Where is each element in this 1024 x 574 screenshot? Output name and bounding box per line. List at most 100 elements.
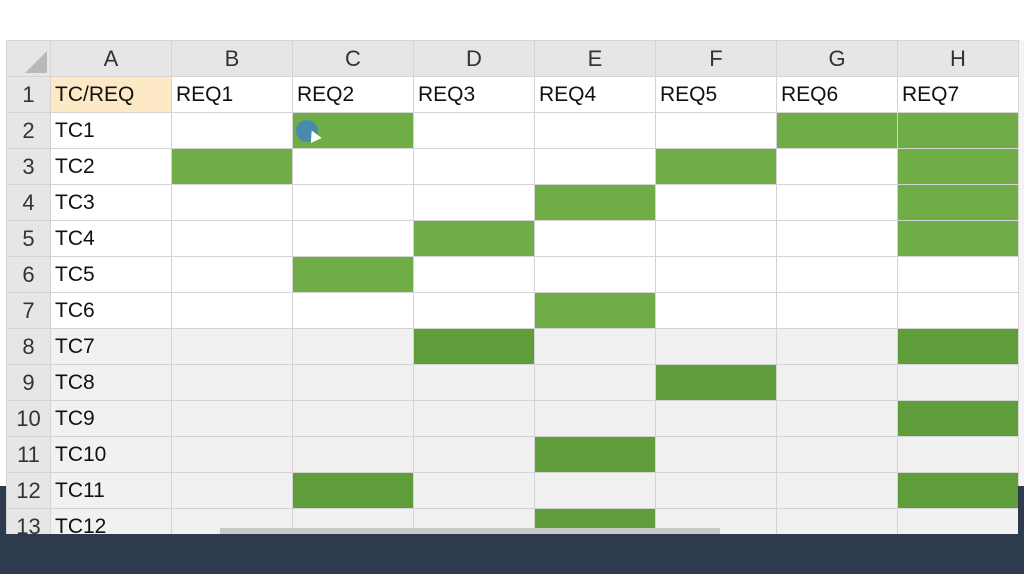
cell-test-case[interactable]: TC3 bbox=[50, 184, 172, 221]
cell-empty[interactable] bbox=[655, 292, 777, 329]
cell-empty[interactable] bbox=[534, 256, 656, 293]
cell-empty[interactable] bbox=[292, 220, 414, 257]
cell-empty[interactable] bbox=[776, 328, 898, 365]
cell-covered[interactable] bbox=[897, 220, 1019, 257]
cell-empty[interactable] bbox=[776, 472, 898, 509]
cell-empty[interactable] bbox=[534, 328, 656, 365]
row-header[interactable]: 11 bbox=[6, 436, 51, 473]
column-header-g[interactable]: G bbox=[776, 40, 898, 77]
cell-covered[interactable] bbox=[897, 148, 1019, 185]
cell-covered[interactable] bbox=[292, 472, 414, 509]
cell-empty[interactable] bbox=[534, 364, 656, 401]
row-header[interactable]: 7 bbox=[6, 292, 51, 329]
cell-empty[interactable] bbox=[171, 220, 293, 257]
cell-empty[interactable] bbox=[776, 256, 898, 293]
cell-covered[interactable] bbox=[171, 148, 293, 185]
cell-empty[interactable] bbox=[534, 148, 656, 185]
cell-req-header[interactable]: REQ3 bbox=[413, 76, 535, 113]
cell-empty[interactable] bbox=[776, 184, 898, 221]
cell-empty[interactable] bbox=[413, 112, 535, 149]
cell-covered[interactable] bbox=[534, 292, 656, 329]
cell-a1-tc-req[interactable]: TC/REQ bbox=[50, 76, 172, 113]
row-header[interactable]: 5 bbox=[6, 220, 51, 257]
cell-empty[interactable] bbox=[534, 400, 656, 437]
cell-req-header[interactable]: REQ2 bbox=[292, 76, 414, 113]
column-header-h[interactable]: H bbox=[897, 40, 1019, 77]
cell-empty[interactable] bbox=[413, 256, 535, 293]
cell-empty[interactable] bbox=[171, 472, 293, 509]
cell-test-case[interactable]: TC10 bbox=[50, 436, 172, 473]
cell-empty[interactable] bbox=[292, 364, 414, 401]
cell-test-case[interactable]: TC8 bbox=[50, 364, 172, 401]
cell-empty[interactable] bbox=[655, 256, 777, 293]
cell-empty[interactable] bbox=[655, 400, 777, 437]
cell-empty[interactable] bbox=[171, 292, 293, 329]
row-header[interactable]: 9 bbox=[6, 364, 51, 401]
cell-empty[interactable] bbox=[413, 436, 535, 473]
cell-empty[interactable] bbox=[292, 328, 414, 365]
spreadsheet-grid[interactable]: A B C D E F G H 1 TC/REQ REQ1 REQ2 REQ3 REQ4 R… bbox=[6, 40, 1024, 534]
row-header[interactable]: 10 bbox=[6, 400, 51, 437]
column-header-a[interactable]: A bbox=[50, 40, 172, 77]
cell-empty[interactable] bbox=[655, 472, 777, 509]
cell-test-case[interactable]: TC1 bbox=[50, 112, 172, 149]
cell-empty[interactable] bbox=[655, 436, 777, 473]
cell-empty[interactable] bbox=[776, 400, 898, 437]
cell-empty[interactable] bbox=[171, 184, 293, 221]
row-header[interactable]: 8 bbox=[6, 328, 51, 365]
cell-covered[interactable] bbox=[534, 436, 656, 473]
cell-empty[interactable] bbox=[776, 436, 898, 473]
cell-empty[interactable] bbox=[655, 184, 777, 221]
cell-empty[interactable] bbox=[413, 364, 535, 401]
cell-empty[interactable] bbox=[655, 220, 777, 257]
cell-empty[interactable] bbox=[897, 436, 1019, 473]
cell-empty[interactable] bbox=[292, 184, 414, 221]
row-header[interactable]: 3 bbox=[6, 148, 51, 185]
cell-test-case[interactable]: TC7 bbox=[50, 328, 172, 365]
cell-test-case[interactable]: TC12 bbox=[50, 508, 172, 534]
cell-empty[interactable] bbox=[413, 472, 535, 509]
cell-empty[interactable] bbox=[534, 112, 656, 149]
cell-empty[interactable] bbox=[776, 508, 898, 534]
cell-empty[interactable] bbox=[534, 220, 656, 257]
column-header-f[interactable]: F bbox=[655, 40, 777, 77]
cell-empty[interactable] bbox=[292, 436, 414, 473]
row-header[interactable]: 2 bbox=[6, 112, 51, 149]
cell-empty[interactable] bbox=[897, 256, 1019, 293]
column-header-d[interactable]: D bbox=[413, 40, 535, 77]
cell-req-header[interactable]: REQ6 bbox=[776, 76, 898, 113]
cell-covered[interactable] bbox=[897, 400, 1019, 437]
horizontal-scrollbar[interactable] bbox=[220, 528, 720, 534]
cell-empty[interactable] bbox=[534, 472, 656, 509]
cell-req-header[interactable]: REQ1 bbox=[171, 76, 293, 113]
cell-empty[interactable] bbox=[171, 256, 293, 293]
cell-empty[interactable] bbox=[171, 436, 293, 473]
cell-empty[interactable] bbox=[655, 328, 777, 365]
cell-covered[interactable] bbox=[897, 184, 1019, 221]
cell-empty[interactable] bbox=[655, 112, 777, 149]
cell-test-case[interactable]: TC11 bbox=[50, 472, 172, 509]
cell-test-case[interactable]: TC9 bbox=[50, 400, 172, 437]
cell-empty[interactable] bbox=[776, 292, 898, 329]
cell-empty[interactable] bbox=[171, 112, 293, 149]
cell-test-case[interactable]: TC2 bbox=[50, 148, 172, 185]
row-header-1[interactable]: 1 bbox=[6, 76, 51, 113]
cell-test-case[interactable]: TC5 bbox=[50, 256, 172, 293]
cell-empty[interactable] bbox=[413, 292, 535, 329]
row-header[interactable]: 12 bbox=[6, 472, 51, 509]
row-header[interactable]: 13 bbox=[6, 508, 51, 534]
cell-req-header[interactable]: REQ7 bbox=[897, 76, 1019, 113]
column-header-c[interactable]: C bbox=[292, 40, 414, 77]
cell-covered[interactable] bbox=[413, 220, 535, 257]
column-header-b[interactable]: B bbox=[171, 40, 293, 77]
cell-covered[interactable] bbox=[655, 364, 777, 401]
cell-covered[interactable] bbox=[292, 256, 414, 293]
cell-empty[interactable] bbox=[171, 364, 293, 401]
cell-empty[interactable] bbox=[776, 364, 898, 401]
cell-empty[interactable] bbox=[776, 220, 898, 257]
column-header-e[interactable]: E bbox=[534, 40, 656, 77]
cell-covered[interactable] bbox=[292, 112, 414, 149]
row-header[interactable]: 6 bbox=[6, 256, 51, 293]
cell-covered[interactable] bbox=[897, 328, 1019, 365]
cell-empty[interactable] bbox=[413, 184, 535, 221]
